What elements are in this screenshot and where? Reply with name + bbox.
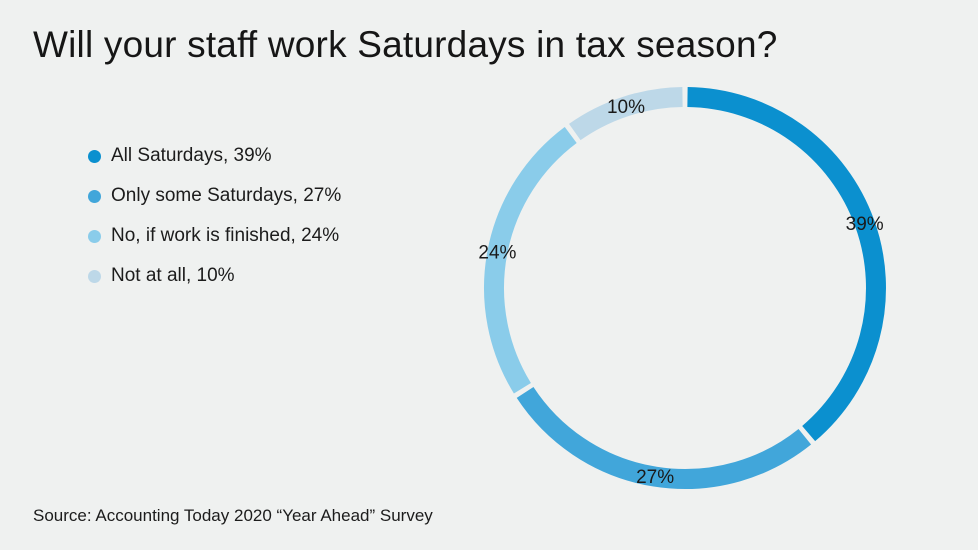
donut-segment-no-if-work-is-finished (484, 126, 577, 394)
legend-bullet-icon (88, 229, 101, 243)
legend-label: All Saturdays, 39% (111, 145, 272, 166)
source-attribution: Source: Accounting Today 2020 “Year Ahea… (33, 506, 433, 525)
donut-segment-all-saturdays (687, 87, 886, 442)
slice-label: 24% (478, 243, 516, 264)
legend-label: Not at all, 10% (111, 265, 235, 286)
legend-bullet-icon (88, 269, 101, 283)
legend-item: No, if work is finished, 24% (88, 216, 341, 256)
legend-item: All Saturdays, 39% (88, 136, 341, 176)
slice-label: 10% (607, 97, 645, 118)
legend-label: No, if work is finished, 24% (111, 225, 340, 246)
legend-bullet-icon (88, 149, 101, 163)
slice-label: 27% (636, 467, 674, 488)
legend: All Saturdays, 39% Only some Saturdays, … (88, 136, 341, 296)
donut-segment-only-some-saturdays (516, 386, 812, 489)
legend-bullet-icon (88, 189, 101, 203)
chart-title: Will your staff work Saturdays in tax se… (33, 24, 778, 65)
slice-label: 39% (846, 214, 884, 235)
donut-segment-not-at-all (569, 87, 683, 141)
legend-label: Only some Saturdays, 27% (111, 185, 342, 206)
legend-item: Only some Saturdays, 27% (88, 176, 341, 216)
legend-item: Not at all, 10% (88, 256, 341, 296)
